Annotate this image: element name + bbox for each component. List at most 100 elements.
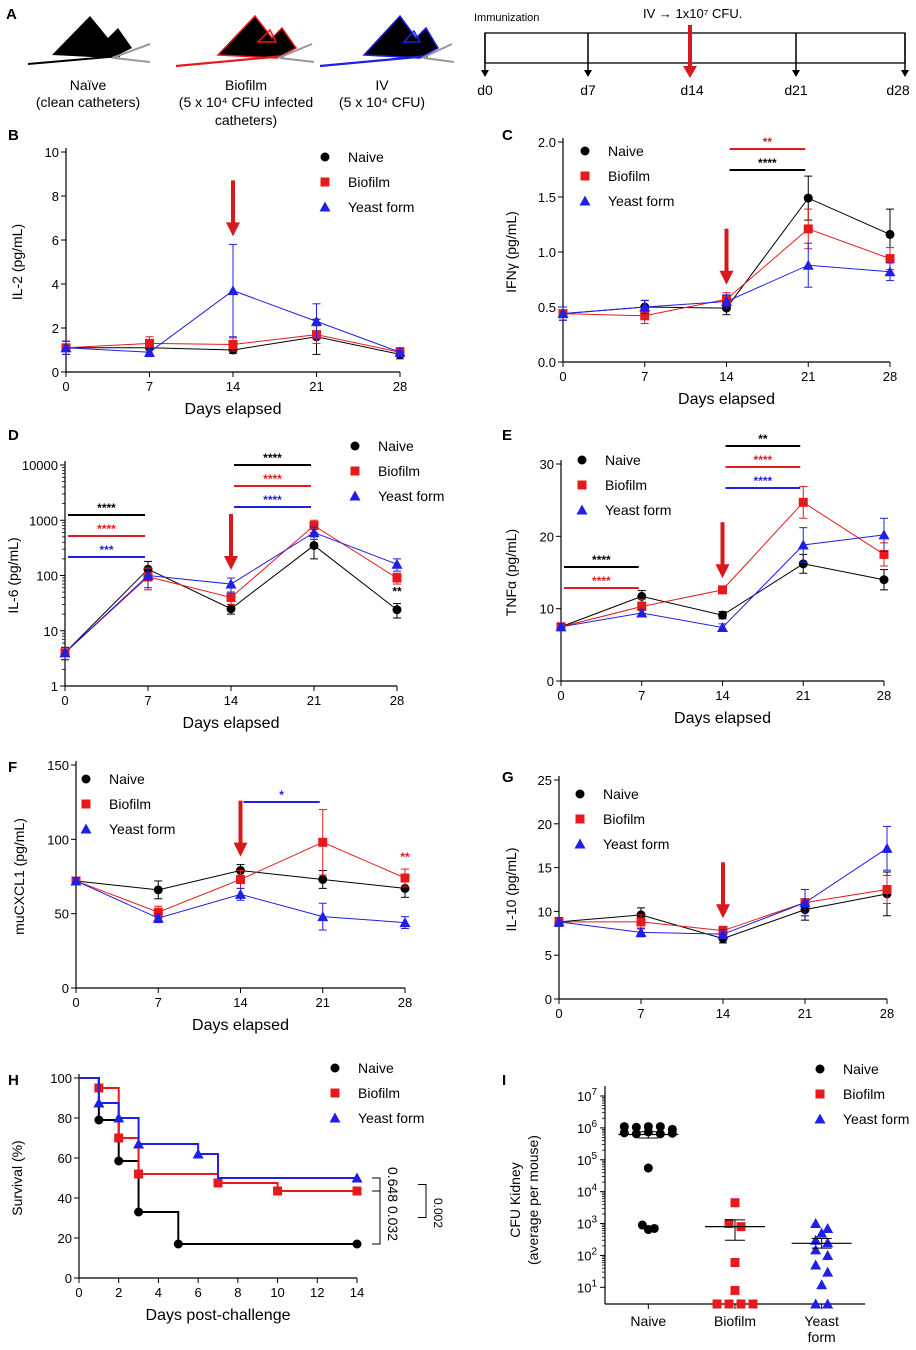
- y-tick-label: 40: [58, 1191, 72, 1206]
- data-point: [879, 549, 889, 559]
- significance-stars: **: [392, 585, 402, 599]
- data-point: [797, 539, 809, 550]
- data-point: [273, 1186, 283, 1196]
- catheter-biofilm-icon: [175, 14, 315, 68]
- data-point: [226, 604, 236, 614]
- data-point: [878, 529, 890, 540]
- x-tick-label: 4: [155, 1285, 162, 1300]
- data-point: [153, 907, 163, 917]
- y-tick-label: 6: [52, 233, 59, 248]
- data-point: [227, 285, 239, 296]
- y-tick-label: 104: [577, 1183, 597, 1200]
- significance-stars: **: [400, 850, 410, 864]
- y-tick-label: 101: [577, 1278, 597, 1295]
- data-point: [392, 573, 402, 583]
- y-tick-label: 106: [577, 1119, 597, 1136]
- y-tick-label: 2.0: [538, 135, 556, 150]
- catheter-naive-icon: [27, 16, 151, 65]
- data-point: [822, 1222, 834, 1233]
- y-tick-label: 1000: [29, 513, 58, 528]
- series-yeast: 7247634844: [70, 875, 411, 931]
- data-point: [639, 301, 651, 312]
- legend-label-biofilm: Biofilm: [605, 477, 647, 493]
- x-tick-label: 28: [398, 995, 412, 1010]
- data-point: [308, 527, 320, 538]
- x-axis-label: Days post-challenge: [146, 1307, 291, 1324]
- chart-F: F 0 7 14 21 28 0 50 100 150 muCXCL1 (pg/mL) Days el…: [8, 758, 412, 1034]
- legend-label-biofilm: Biofilm: [603, 811, 645, 827]
- data-point: [879, 575, 889, 585]
- y-tick-label: 5: [545, 948, 552, 963]
- data-point: [655, 1129, 665, 1139]
- data-point: [822, 1266, 834, 1277]
- pvalue-label: 0.032: [385, 1206, 401, 1241]
- panel-label-G: G: [502, 769, 514, 786]
- x-tick-label: form: [808, 1329, 836, 1345]
- legend-label-naive: Naive: [358, 1060, 394, 1076]
- data-point: [317, 911, 329, 922]
- data-point: [134, 1207, 144, 1217]
- data-point: [142, 570, 154, 580]
- challenge-arrow-head: [715, 564, 730, 579]
- y-tick-label: 20: [540, 529, 554, 544]
- data-point: [717, 621, 728, 632]
- x-tick-label: 14: [350, 1285, 364, 1300]
- catheter-biofilm-desc-1: (5 x 10⁴ CFU infected: [179, 94, 313, 110]
- data-point: [557, 308, 569, 319]
- y-tick-label: 1: [51, 679, 58, 694]
- data-point: [637, 591, 647, 601]
- legend-label-biofilm: Biofilm: [843, 1086, 885, 1102]
- data-point: [885, 229, 895, 239]
- significance-stars: ****: [754, 474, 773, 488]
- y-tick-label: 60: [58, 1151, 72, 1166]
- panel-label-I: I: [502, 1072, 506, 1089]
- y-tick-label: 150: [47, 758, 69, 773]
- data-point: [113, 1112, 125, 1123]
- legend-marker-yeast: [329, 1112, 341, 1123]
- y-axis-label: (average per mouse): [525, 1135, 541, 1265]
- x-tick-label: 6: [195, 1285, 202, 1300]
- data-point: [553, 916, 565, 927]
- data-point: [885, 254, 895, 264]
- data-point: [70, 875, 82, 886]
- y-tick-label: 8: [52, 189, 59, 204]
- y-tick-label: 102: [577, 1246, 597, 1263]
- timeline-day-label: d28: [886, 82, 910, 98]
- x-tick-label: 0: [559, 369, 566, 384]
- y-axis-label: TNFα (pg/mL): [503, 529, 519, 616]
- x-tick-label: 8: [234, 1285, 241, 1300]
- catheter-naive-desc: (clean catheters): [36, 94, 140, 110]
- data-point: [636, 607, 648, 618]
- legend-label-biofilm: Biofilm: [358, 1085, 400, 1101]
- legend-label-yeast: Yeast form: [608, 193, 674, 209]
- data-point: [631, 1122, 641, 1132]
- y-tick-label: 0.0: [538, 355, 556, 370]
- y-tick-label: 10: [45, 145, 59, 160]
- x-tick-label: 14: [719, 369, 733, 384]
- data-point: [712, 1299, 722, 1309]
- legend-label-yeast: Yeast form: [109, 821, 175, 837]
- legend-label-biofilm: Biofilm: [378, 463, 420, 479]
- legend-marker-naive: [350, 441, 360, 451]
- group-biofilm: 450010008006083333: [705, 1198, 765, 1309]
- significance-stars: ****: [97, 501, 116, 515]
- x-tick-label: 7: [641, 369, 648, 384]
- challenge-arrow-head: [226, 222, 240, 237]
- chart-C: C 0 7 14 21 28 0.0 0.5 1.0 1.5 2.0 IFNγ (pg/mL) Days…: [502, 127, 897, 408]
- data-point: [748, 1299, 758, 1309]
- challenge-arrow-head: [224, 556, 238, 571]
- catheter-naive-name: Naïve: [70, 77, 107, 93]
- data-point: [717, 928, 729, 939]
- data-point: [59, 647, 71, 658]
- data-point: [619, 1128, 629, 1138]
- significance-stars: ****: [758, 156, 777, 170]
- y-tick-label: 100: [47, 832, 69, 847]
- data-point: [799, 897, 811, 908]
- x-tick-label: 14: [224, 693, 238, 708]
- chart-H: H 0 2 4 6 8 10 12 14 0 20 40 60 80 100 Survival (%) Days…: [8, 1060, 445, 1324]
- y-tick-label: 103: [577, 1215, 597, 1232]
- y-tick-label: 10: [538, 904, 552, 919]
- timeline-day-label: d7: [580, 82, 596, 98]
- legend-marker-yeast: [80, 823, 92, 834]
- data-point: [810, 1298, 822, 1309]
